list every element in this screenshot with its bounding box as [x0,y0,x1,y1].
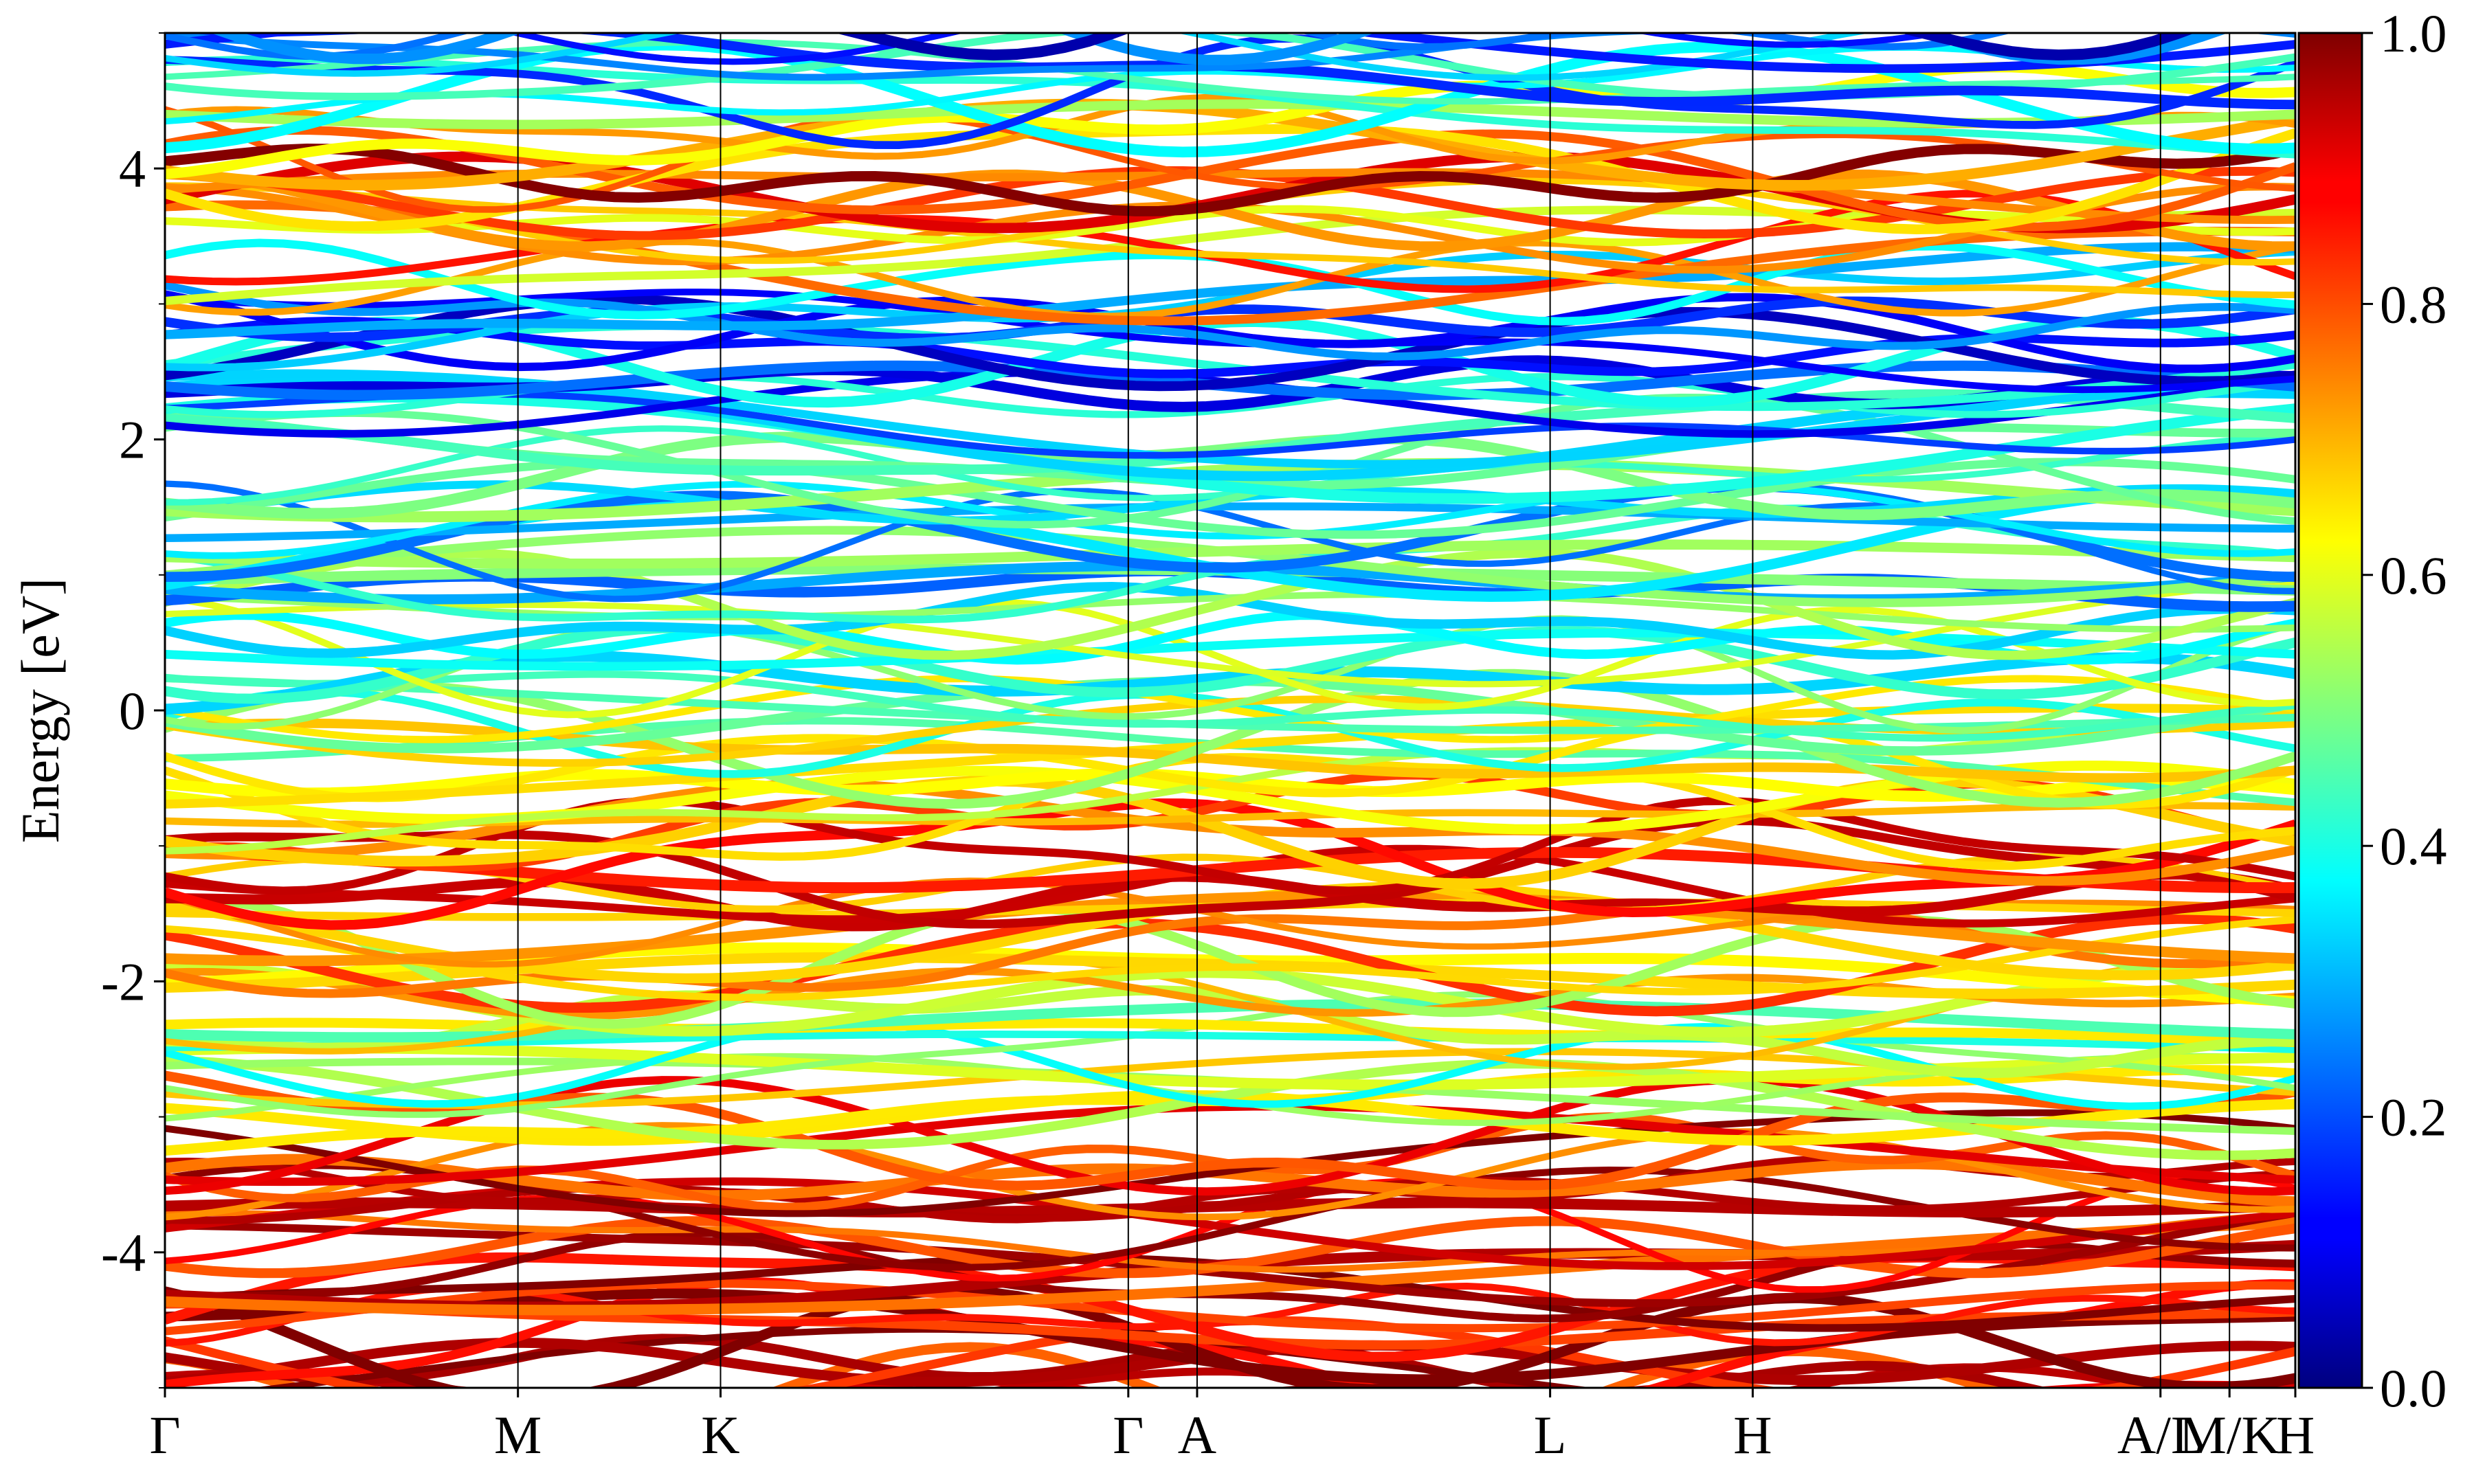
band-line [165,144,2295,216]
band-line [165,539,2295,569]
x-tick-label: Γ [1113,1405,1144,1465]
band-line [165,98,2295,191]
band-line [165,33,1871,81]
y-tick-label: -2 [101,952,146,1011]
band-line [165,578,2295,688]
x-tick-label: A [1178,1405,1216,1465]
band-line [165,502,2295,543]
band-line [165,242,2295,339]
band-line [165,425,2295,506]
band-line [165,1070,2295,1191]
colorbar-tick-label: 1.0 [2380,3,2447,63]
band-line [165,916,2295,1001]
colorbar-tick-label: 0.4 [2380,816,2447,876]
band-line [165,106,2295,213]
x-tick-label: H [1733,1405,1772,1465]
x-tick-label: M [494,1405,542,1465]
band-line [165,126,2295,232]
band-line [165,1169,2295,1224]
band-line [835,33,2195,61]
band-line [2024,1380,2295,1388]
band-line [165,671,2295,742]
colorbar-tick-label: 0.8 [2380,274,2447,334]
energy-bands [165,33,2295,1388]
band-line [1271,1383,1473,1388]
x-tick-label: A/L [2117,1405,2204,1465]
band-line [165,675,2295,743]
x-tick-label: L [1534,1405,1567,1465]
x-axis: Γ M K Γ A L H A/LM/KH [149,1388,2315,1465]
band-line [165,610,2295,665]
band-line [165,290,2295,373]
x-tick-label: Γ [149,1405,180,1465]
y-tick-label: 0 [119,681,146,741]
band-line [165,890,2295,967]
band-line [165,668,2295,809]
colorbar-tick-label: 0.6 [2380,546,2447,605]
band-line [165,33,2013,60]
band-line [165,1279,2295,1336]
band-line [165,33,2295,74]
band-line [165,458,2295,539]
band-line [165,38,2295,105]
colorbar-gradient [2297,32,2363,1389]
band-line [165,34,2295,149]
colorbar [2297,32,2363,1389]
x-tick-label: K [701,1405,739,1465]
colorbar-ticks: 1.0 0.8 0.6 0.4 0.2 0.0 [2362,3,2447,1418]
band-line [165,33,2295,81]
band-line [165,190,2295,293]
y-tick-label: 2 [119,410,146,470]
band-line [165,1031,2295,1053]
y-axis-label: Energy [eV] [10,578,70,843]
y-axis: 4 2 0 -2 -4 [101,32,165,1389]
band-line [252,1326,1594,1388]
band-line [165,317,2295,379]
band-line [165,458,2295,523]
band-line [165,392,2295,504]
band-line [165,816,2295,929]
x-tick-label: M/K [2179,1405,2280,1465]
band-line [165,238,2295,320]
x-tick-label: H [2276,1405,2315,1465]
band-line [165,622,2295,704]
y-tick-label: 4 [119,139,146,199]
band-line [165,548,2295,660]
band-line [165,1288,2295,1384]
colorbar-tick-label: 0.2 [2380,1088,2447,1147]
band-line [165,704,2295,809]
band-line [165,1018,2295,1048]
high-symmetry-lines [517,33,2231,1388]
colorbar-tick-label: 0.0 [2380,1358,2447,1418]
y-tick-label: -4 [101,1223,146,1283]
band-line [165,1217,2295,1316]
